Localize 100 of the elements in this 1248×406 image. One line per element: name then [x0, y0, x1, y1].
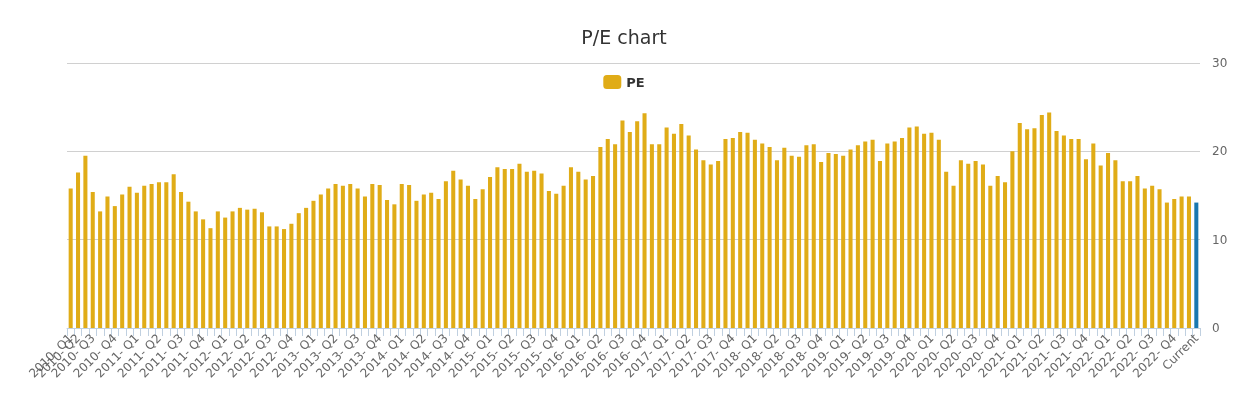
bar — [591, 176, 596, 328]
bar — [282, 229, 287, 328]
bar — [841, 155, 846, 328]
bar — [1142, 188, 1147, 328]
bar — [855, 145, 860, 328]
y-tick-label: 0 — [1212, 321, 1220, 335]
bar — [355, 188, 360, 328]
bar — [774, 160, 779, 328]
bar — [1091, 143, 1096, 328]
bar — [627, 131, 632, 328]
bar — [1106, 153, 1111, 328]
bar — [1039, 115, 1044, 328]
bar — [782, 147, 787, 328]
bar — [613, 144, 618, 328]
bar — [605, 138, 610, 328]
bar — [399, 184, 404, 328]
bar — [1179, 196, 1184, 328]
bar — [105, 196, 110, 328]
bar — [98, 211, 103, 328]
bar — [120, 194, 125, 328]
bar — [686, 135, 691, 328]
bar — [458, 179, 463, 328]
y-tick-label: 30 — [1212, 56, 1228, 70]
bar — [649, 144, 654, 328]
bar — [193, 211, 198, 328]
bar — [68, 188, 73, 328]
bar — [995, 176, 1000, 328]
bar — [598, 146, 603, 328]
bar — [958, 160, 963, 328]
y-tick-label: 10 — [1212, 232, 1228, 247]
bar — [576, 171, 581, 328]
bar — [465, 185, 470, 328]
bar — [760, 143, 765, 328]
bar — [414, 200, 419, 328]
bar — [951, 185, 956, 328]
bar — [907, 127, 912, 328]
bar — [495, 167, 500, 328]
bar — [1076, 138, 1081, 328]
bar — [863, 141, 868, 328]
bar — [451, 170, 456, 328]
bar — [127, 186, 132, 328]
bar — [245, 209, 250, 328]
bar — [223, 217, 228, 328]
bar — [215, 211, 220, 328]
bar — [1054, 131, 1059, 328]
bar — [716, 161, 721, 328]
bar — [377, 184, 382, 328]
bar — [179, 191, 184, 328]
bar — [1172, 199, 1177, 328]
bar — [833, 153, 838, 328]
bar — [1128, 181, 1133, 328]
bar — [848, 149, 853, 328]
bar — [112, 206, 117, 328]
bar — [708, 164, 713, 328]
bar — [1150, 185, 1155, 328]
bar — [1047, 112, 1052, 328]
bar — [392, 204, 397, 328]
chart-title: P/E chart — [581, 25, 667, 48]
bar — [1098, 165, 1103, 328]
bar — [421, 194, 426, 328]
bar — [568, 167, 573, 328]
bar — [738, 131, 743, 328]
bar — [870, 139, 875, 328]
bar — [789, 155, 794, 328]
bar — [171, 174, 176, 328]
y-tick-label: 20 — [1212, 144, 1228, 159]
bar — [892, 141, 897, 328]
bar — [237, 207, 242, 328]
bar — [407, 184, 412, 328]
bar — [252, 208, 257, 328]
bar — [436, 199, 441, 328]
bar — [1032, 128, 1037, 328]
bar — [1186, 196, 1191, 328]
bar — [936, 139, 941, 328]
bar — [583, 179, 588, 328]
bar — [1164, 202, 1169, 328]
bar — [149, 184, 154, 328]
bar — [83, 155, 88, 328]
bar — [340, 185, 345, 328]
bar — [230, 211, 235, 328]
bar — [701, 160, 706, 328]
bar — [502, 169, 507, 328]
bar — [914, 126, 919, 328]
bar — [885, 143, 890, 328]
bar — [877, 161, 882, 328]
bar — [1135, 176, 1140, 328]
bar — [797, 156, 802, 328]
bar — [657, 144, 662, 328]
bar — [1083, 159, 1088, 328]
bar — [134, 192, 139, 328]
bar — [819, 161, 824, 328]
bar — [539, 173, 544, 328]
bar — [473, 199, 478, 328]
bar — [296, 213, 301, 328]
bar — [966, 163, 971, 328]
bar — [554, 193, 559, 328]
bar — [142, 185, 147, 328]
bar — [385, 199, 390, 328]
bar — [1025, 129, 1030, 328]
bar — [1010, 151, 1015, 328]
